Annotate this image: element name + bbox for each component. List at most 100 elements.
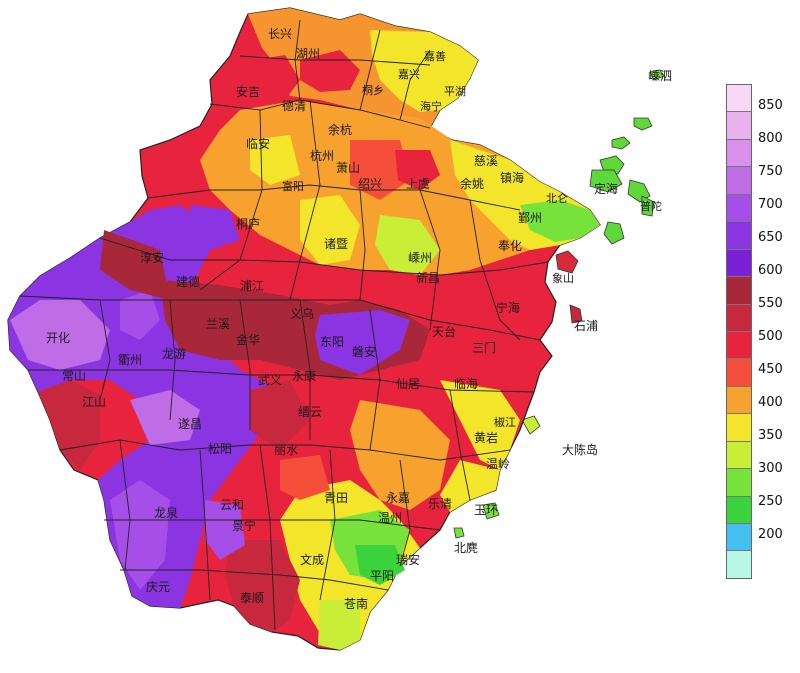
place-label-dachen: 大陈岛 — [562, 442, 598, 457]
place-label-chun-an: 淳安 — [140, 250, 164, 265]
place-label-kaihua: 开化 — [46, 331, 70, 345]
place-label-lishui: 丽水 — [274, 443, 298, 457]
place-label-sanmen: 三门 — [472, 340, 496, 355]
legend-label: 450 — [758, 362, 783, 377]
place-label-xiaoshan: 萧山 — [336, 161, 360, 175]
place-label-jingning: 景宁 — [232, 518, 256, 533]
islands — [453, 69, 665, 539]
place-label-wuyi: 武义 — [258, 373, 282, 387]
place-label-yueqing: 乐清 — [428, 497, 452, 511]
place-label-rui-an: 瑞安 — [396, 552, 420, 567]
place-label-fenghua: 奉化 — [498, 239, 522, 253]
legend-label: 850 — [758, 98, 783, 113]
place-label-tonglu: 桐庐 — [236, 216, 260, 231]
place-label-yongkang: 永康 — [292, 368, 316, 383]
place-label-lin-an: 临安 — [246, 136, 270, 151]
place-label-xiangshan: 象山 — [552, 272, 574, 285]
legend-label: 650 — [758, 230, 783, 245]
legend-swatch — [727, 469, 751, 497]
place-label-jiangshan: 江山 — [82, 395, 106, 409]
place-label-pan-an: 磐安 — [352, 344, 376, 359]
legend-swatch — [727, 167, 751, 195]
place-label-shengsi: 嵊泗 — [648, 69, 672, 83]
place-label-yinzhou: 鄞州 — [518, 211, 542, 225]
place-label-haining: 海宁 — [420, 99, 442, 113]
place-label-quzhou: 衢州 — [118, 353, 142, 367]
place-label-suichang: 遂昌 — [178, 417, 202, 431]
legend-swatch — [727, 249, 751, 278]
legend-swatch — [727, 414, 751, 442]
legend-label: 750 — [758, 164, 783, 179]
county-boundaries — [19, 19, 549, 631]
place-label-shangyu: 上虞 — [406, 177, 430, 191]
place-label-pinghu: 平湖 — [444, 85, 466, 98]
place-label-taishun: 泰顺 — [240, 591, 264, 605]
place-label-shipu: 石浦 — [574, 319, 598, 333]
legend-swatch — [727, 441, 751, 470]
legend-label: 350 — [758, 428, 783, 443]
legend-swatch — [727, 112, 751, 140]
place-label-wenling: 温岭 — [486, 457, 510, 471]
place-label-changshan: 常山 — [62, 369, 86, 383]
legend-label: 400 — [758, 395, 783, 410]
place-label-jiaojiang: 椒江 — [494, 415, 516, 429]
place-label-tiantai: 天台 — [432, 324, 456, 339]
legend-swatch — [727, 496, 751, 524]
place-label-pujiang: 浦江 — [240, 279, 264, 293]
place-label-ninghai: 宁海 — [496, 300, 520, 315]
place-label-huzhou: 湖州 — [296, 46, 320, 61]
legend-label: 200 — [758, 527, 783, 542]
place-label-beiji: 北麂 — [454, 540, 478, 555]
legend-swatch — [727, 222, 751, 250]
place-label-qingtian: 青田 — [324, 491, 348, 505]
place-label-songyang: 松阳 — [208, 442, 232, 456]
place-label-yongjia: 永嘉 — [386, 491, 410, 505]
legend-swatch — [727, 331, 751, 360]
legend-label: 700 — [758, 197, 783, 212]
legend-swatch — [727, 359, 751, 387]
place-label-jiaxing: 嘉兴 — [398, 67, 420, 81]
place-label-dinghai: 定海 — [594, 181, 618, 196]
place-label-jinyun: 缙云 — [298, 405, 322, 419]
place-label-cangnan: 苍南 — [344, 596, 368, 611]
place-label-wenzhou: 温州 — [378, 511, 402, 525]
place-label-fuyang: 富阳 — [282, 179, 304, 193]
place-label-yuhuan: 玉环 — [474, 503, 498, 517]
place-label-cixi: 慈溪 — [474, 153, 498, 168]
legend-swatch — [727, 304, 751, 332]
legend-label: 300 — [758, 461, 783, 476]
legend-swatch — [727, 551, 751, 578]
place-label-shengzhou: 嵊州 — [408, 251, 432, 265]
legend-swatch — [727, 277, 751, 305]
rainfall-map: 长兴 湖州 嘉善 嘉兴 平湖 安吉 桐乡 海宁 德清 嵊泗 临安 余杭 杭州 萧… — [7, 7, 672, 651]
place-label-putuo: 普陀 — [640, 199, 662, 213]
legend-swatch — [727, 386, 751, 415]
place-label-tongxiang: 桐乡 — [362, 83, 384, 97]
place-label-longquan: 龙泉 — [154, 506, 178, 520]
place-label-zhuji: 诸暨 — [324, 237, 348, 251]
place-label-zhenhai: 镇海 — [500, 170, 524, 185]
place-label-beilun: 北仑 — [546, 191, 568, 205]
legend-swatch — [727, 139, 751, 168]
place-label-xinchang: 新昌 — [416, 270, 440, 285]
place-label-pingyang: 平阳 — [370, 569, 394, 583]
color-legend — [726, 84, 752, 579]
legend-label: 550 — [758, 296, 783, 311]
place-labels: 长兴 湖州 嘉善 嘉兴 平湖 安吉 桐乡 海宁 德清 嵊泗 临安 余杭 杭州 萧… — [46, 27, 672, 611]
place-label-dongyang: 东阳 — [320, 335, 344, 349]
place-label-anji: 安吉 — [236, 84, 260, 99]
place-label-xianju: 仙居 — [396, 377, 420, 391]
place-label-huangyan: 黄岩 — [474, 430, 498, 445]
place-label-yunhe: 云和 — [220, 498, 244, 512]
place-label-longyou: 龙游 — [162, 347, 186, 361]
legend-label: 600 — [758, 263, 783, 278]
place-label-jiande: 建德 — [176, 274, 200, 289]
place-label-hangzhou: 杭州 — [310, 148, 334, 163]
legend-label: 500 — [758, 329, 783, 344]
place-label-yiwu: 义乌 — [290, 306, 314, 321]
place-label-linhai: 临海 — [454, 376, 478, 391]
legend-swatch — [727, 524, 751, 552]
rainfall-zones — [8, 8, 600, 650]
place-label-wencheng: 文成 — [300, 552, 324, 567]
place-label-yuhang: 余杭 — [328, 122, 352, 137]
